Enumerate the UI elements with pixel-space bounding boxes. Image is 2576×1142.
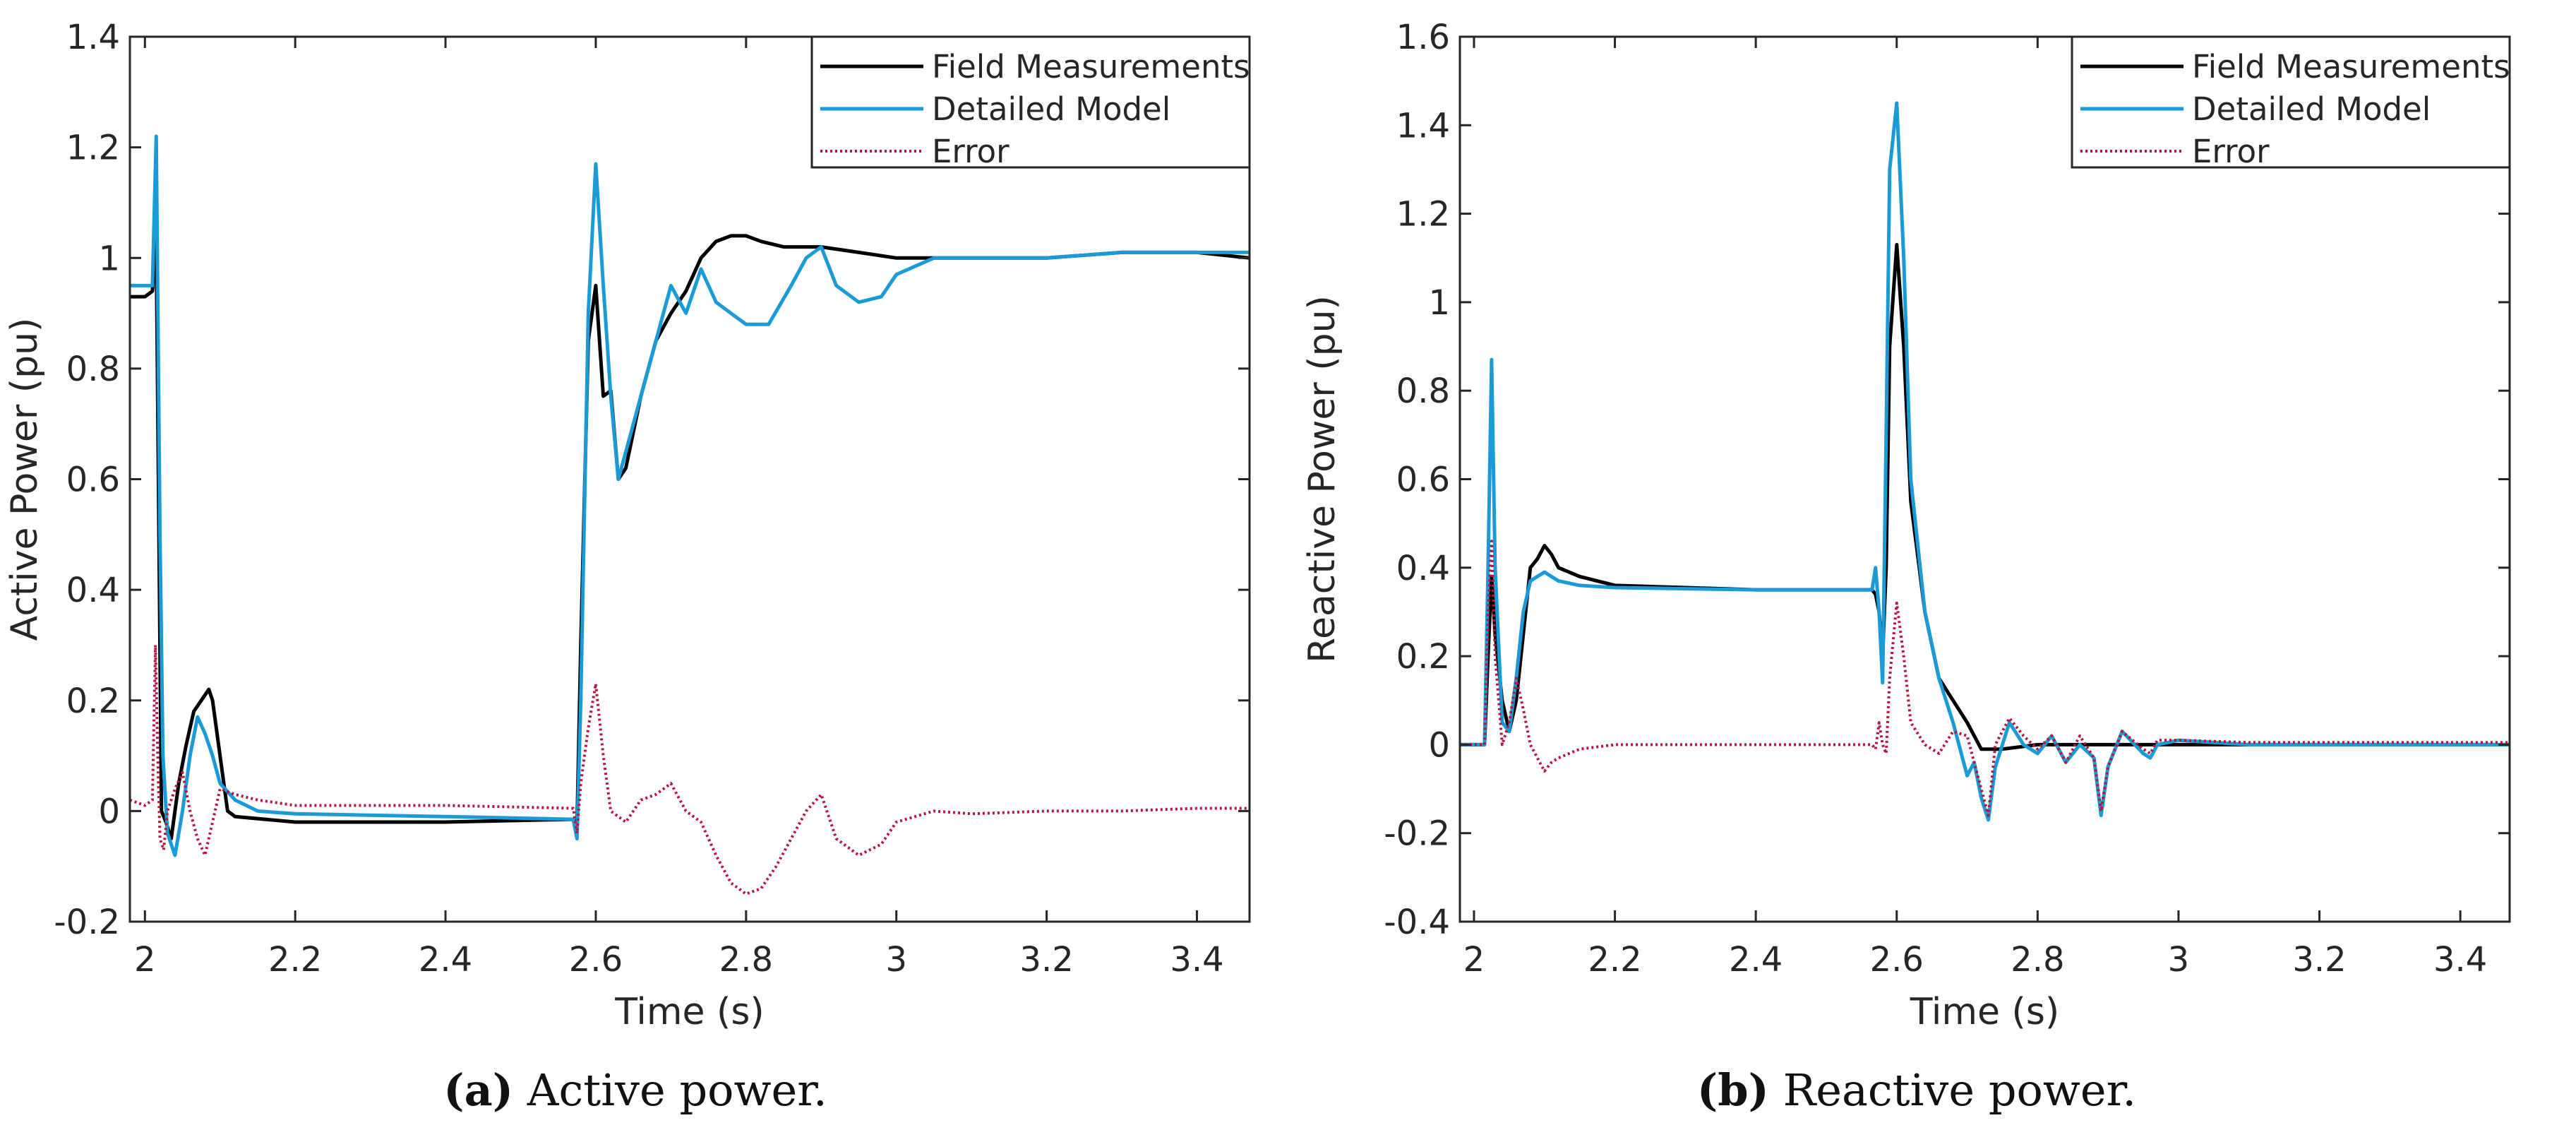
- x-tick-label: 2: [134, 940, 156, 980]
- x-tick-label: 2.2: [268, 940, 322, 980]
- y-tick-label: -0.2: [1384, 814, 1450, 854]
- caption-a-label: (a): [443, 1064, 513, 1116]
- caption-b: (b) Reactive power.: [1697, 1064, 2136, 1116]
- legend-label: Error: [932, 133, 1010, 170]
- y-axis-label: Active Power (pu): [4, 318, 46, 641]
- series-group: [130, 134, 1250, 896]
- axes-box: [128, 35, 1251, 923]
- caption-a-text: Active power.: [513, 1064, 827, 1116]
- x-tick-label: 2: [1463, 940, 1485, 980]
- y-tick-label: 0.4: [1396, 549, 1450, 588]
- y-tick-label: 1.4: [66, 18, 120, 57]
- y-tick-label: 0: [1428, 725, 1450, 765]
- y-tick-label: 1.2: [66, 129, 120, 168]
- y-tick-label: 0.2: [66, 682, 120, 721]
- series-field-measurements: [130, 234, 1250, 840]
- caption-b-text: Reactive power.: [1769, 1064, 2136, 1116]
- caption-a: (a) Active power.: [443, 1064, 827, 1116]
- panel-reactive-power: 2 2.2 2.4 2.6 2.8 3 3.2 3.4 -0.4 -0.2 0 0.2 0.4 0.6 0.…: [1301, 18, 2511, 1033]
- x-tick-label: 3.2: [2292, 940, 2346, 980]
- y-tick-label: 0.2: [1396, 637, 1450, 677]
- y-tick-label: -0.2: [54, 903, 120, 942]
- x-tick-label: 2.4: [419, 940, 472, 980]
- x-tick-label: 3.4: [1170, 940, 1223, 980]
- legend-box: [810, 35, 1251, 169]
- y-tick-label: 1.6: [1396, 18, 1450, 57]
- y-tick-label: 1.4: [1396, 106, 1450, 145]
- y-tick-label: -0.4: [1384, 903, 1450, 942]
- series-group: [1460, 101, 2510, 822]
- y-tick-label: 0.8: [1396, 371, 1450, 411]
- series-detailed-model: [1460, 101, 2510, 822]
- x-tick-label: 3.2: [1019, 940, 1073, 980]
- legend: Field Measurements Detailed Model Error: [810, 35, 1251, 170]
- series-field-measurements: [1460, 243, 2510, 751]
- legend-label: Detailed Model: [2192, 90, 2431, 128]
- y-tick-label: 0.4: [66, 571, 120, 610]
- legend-label: Detailed Model: [932, 90, 1170, 128]
- legend-box: [2071, 35, 2511, 169]
- series-detailed-model: [130, 134, 1250, 857]
- x-axis-label: Time (s): [1910, 991, 2059, 1033]
- y-tick-label: 0.6: [1396, 460, 1450, 500]
- x-tick-label: 2.2: [1588, 940, 1641, 980]
- series-error: [130, 643, 1250, 896]
- y-axis-label: Reactive Power (pu): [1301, 295, 1343, 663]
- y-tick-label: 1: [1428, 283, 1450, 323]
- x-tick-label: 2.4: [1729, 940, 1783, 980]
- x-tick-label: 3: [2168, 940, 2190, 980]
- y-tick-label: 0.6: [66, 460, 120, 500]
- legend-label: Field Measurements: [932, 48, 1250, 85]
- x-tick-label: 3: [885, 940, 907, 980]
- legend-label: Field Measurements: [2192, 48, 2510, 85]
- axes-box: [1458, 35, 2511, 923]
- series-error: [1460, 540, 2510, 817]
- x-tick-label: 2.6: [569, 940, 623, 980]
- panel-active-power: 2 2.2 2.4 2.6 2.8 3 3.2 3.4 -0.2 0 0.2 0.4 0.6 0.8 1 1.…: [4, 18, 1251, 1033]
- x-tick-label: 3.4: [2433, 940, 2487, 980]
- legend: Field Measurements Detailed Model Error: [2071, 35, 2511, 170]
- x-tick-label: 2.6: [1870, 940, 1924, 980]
- y-tick-label: 1.2: [1396, 195, 1450, 234]
- legend-label: Error: [2192, 133, 2270, 170]
- x-axis-label: Time (s): [614, 991, 764, 1033]
- y-tick-label: 0.8: [66, 350, 120, 389]
- caption-b-label: (b): [1697, 1064, 1769, 1116]
- y-tick-label: 1: [98, 239, 120, 278]
- x-tick-label: 2.8: [719, 940, 773, 980]
- y-tick-label: 0: [98, 792, 120, 831]
- x-tick-label: 2.8: [2011, 940, 2064, 980]
